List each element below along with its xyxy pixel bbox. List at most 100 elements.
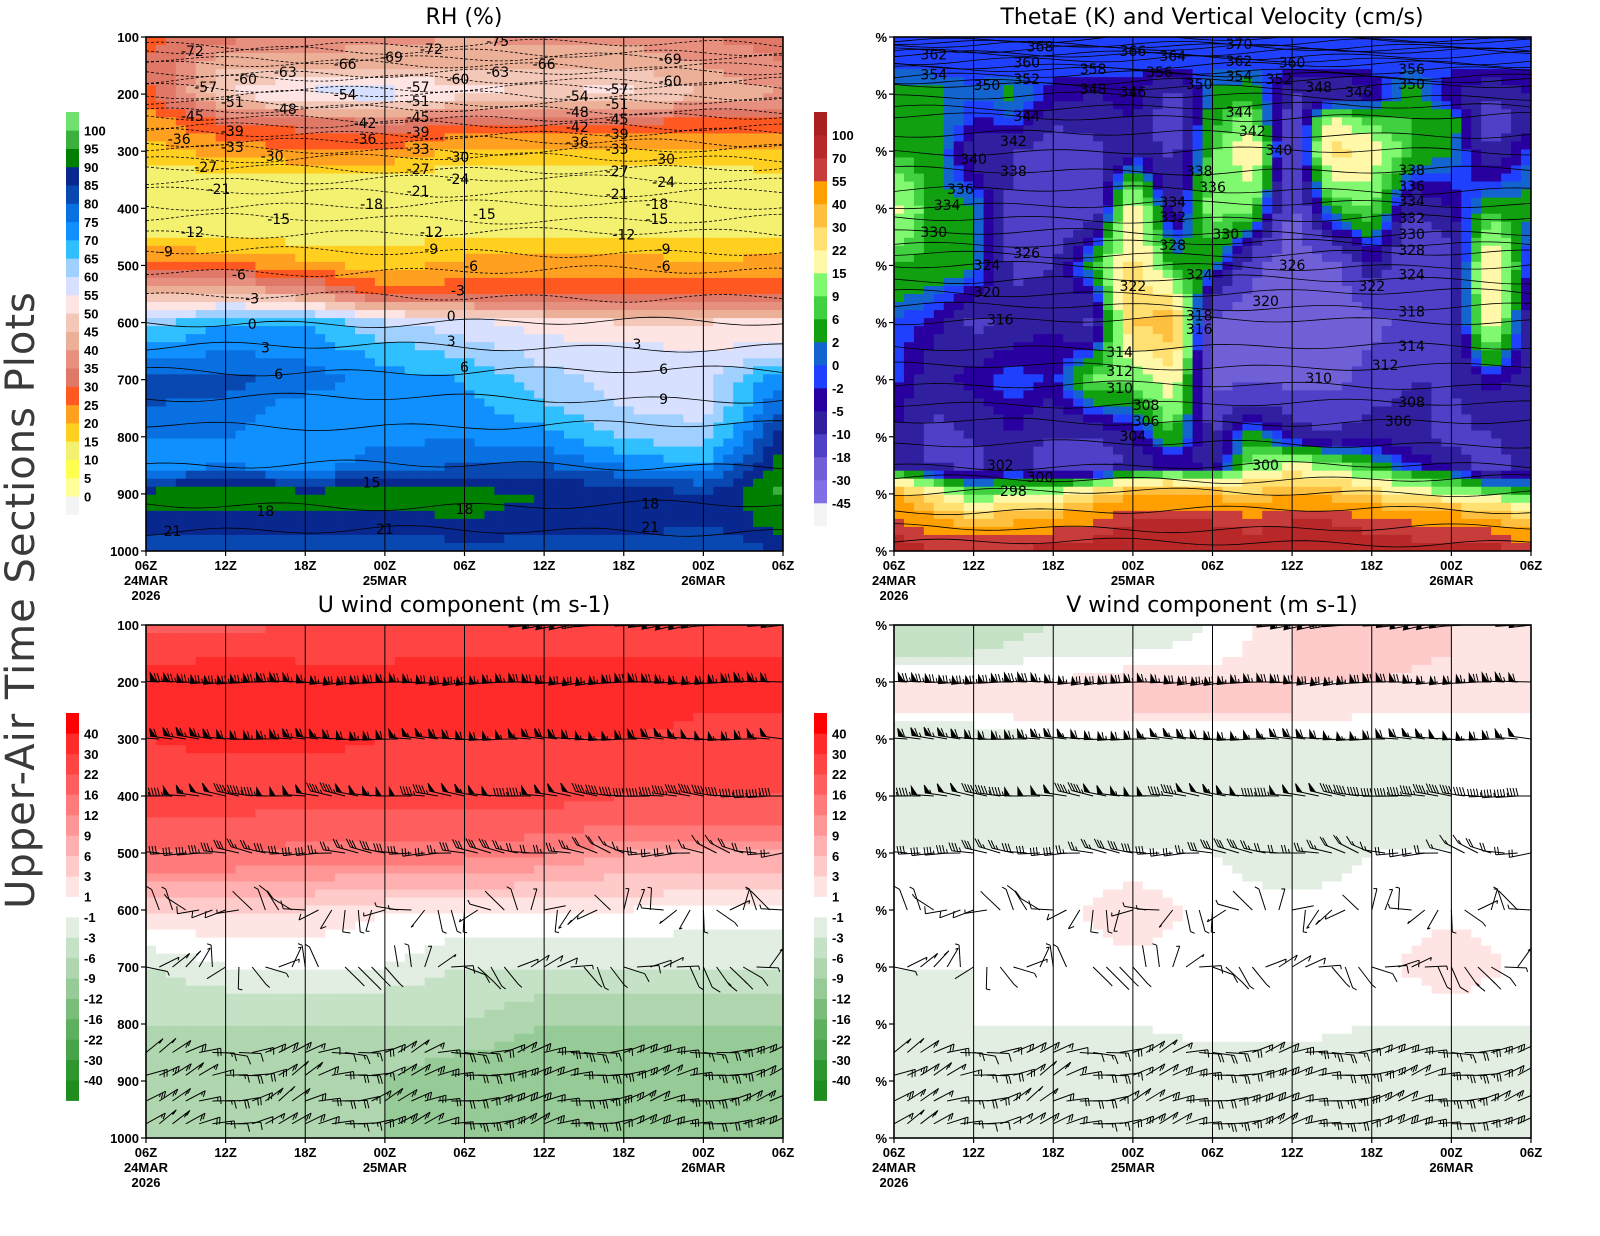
heatmap-cell	[464, 454, 476, 464]
heatmap-cell	[723, 229, 734, 239]
heatmap-cell	[255, 93, 267, 102]
heatmap-cell	[903, 318, 915, 327]
heatmap-cell	[583, 53, 595, 62]
heatmap-cell	[633, 542, 645, 551]
heatmap-cell	[434, 285, 446, 295]
heatmap-cell	[384, 205, 396, 215]
heatmap-cell	[743, 133, 754, 143]
heatmap-cell	[265, 310, 276, 319]
heatmap-cell	[454, 285, 466, 295]
heatmap-cell	[633, 318, 645, 327]
heatmap-cell	[315, 486, 326, 496]
heatmap-cell	[933, 422, 945, 432]
heatmap-cell	[146, 213, 157, 223]
heatmap-cell	[983, 446, 995, 456]
heatmap-cell	[933, 326, 945, 335]
heatmap-cell	[474, 117, 485, 126]
heatmap-cell	[753, 125, 764, 134]
heatmap-cell	[364, 454, 376, 464]
heatmap-cell	[653, 181, 665, 191]
heatmap-cell	[534, 93, 545, 102]
heatmap-cell	[683, 406, 695, 416]
heatmap-cell	[414, 334, 426, 343]
heatmap-cell	[434, 253, 446, 263]
heatmap-cell	[454, 125, 466, 134]
heatmap-cell	[933, 494, 945, 504]
heatmap-cell	[943, 117, 955, 126]
heatmap-cell	[454, 93, 466, 102]
heatmap-cell	[693, 213, 704, 223]
heatmap-cell	[633, 422, 645, 432]
contour-line	[146, 119, 783, 132]
heatmap-cell	[943, 414, 955, 424]
heatmap-cell	[973, 478, 985, 488]
heatmap-cell	[414, 422, 426, 432]
heatmap-cell	[504, 478, 515, 488]
heatmap-cell	[923, 77, 935, 86]
colorbar-label: 0	[84, 489, 91, 504]
y-tick-label: 800	[117, 430, 139, 445]
heatmap-cell	[295, 470, 306, 480]
heatmap-cell	[524, 462, 535, 472]
heatmap-cell	[384, 422, 396, 432]
rh-panel-title: RH (%)	[426, 5, 503, 30]
heatmap-cell	[753, 213, 764, 223]
heatmap-cell	[285, 294, 296, 303]
heatmap-cell	[235, 253, 247, 263]
heatmap-cell	[733, 294, 744, 303]
heatmap-cell	[265, 302, 276, 311]
heatmap-cell	[404, 237, 416, 247]
x-tick-date: 24MAR	[124, 573, 169, 588]
heatmap-cell	[146, 221, 157, 231]
heatmap-cell	[894, 318, 905, 327]
heatmap-cell	[265, 494, 276, 504]
heatmap-cell	[593, 285, 605, 295]
heatmap-cell	[444, 430, 456, 440]
heatmap-cell	[564, 302, 575, 311]
heatmap-cell	[454, 69, 466, 78]
heatmap-cell	[364, 526, 376, 536]
heatmap-cell	[374, 101, 386, 110]
heatmap-cell	[146, 526, 157, 536]
heatmap-cell	[454, 61, 466, 70]
heatmap-cell	[913, 69, 925, 78]
heatmap-cell	[743, 326, 754, 335]
heatmap-cell	[603, 133, 615, 143]
heatmap-cell	[993, 101, 1005, 110]
heatmap-cell	[703, 189, 714, 199]
heatmap-cell	[305, 237, 316, 247]
heatmap-cell	[613, 358, 625, 367]
heatmap-cell	[464, 494, 476, 504]
heatmap-cell	[325, 149, 336, 159]
heatmap-cell	[315, 269, 326, 279]
heatmap-cell	[524, 261, 535, 271]
heatmap-cell	[713, 478, 724, 488]
heatmap-cell	[963, 406, 975, 416]
heatmap-cell	[285, 189, 296, 199]
heatmap-cell	[524, 438, 535, 448]
heatmap-cell	[235, 502, 247, 512]
heatmap-cell	[923, 181, 935, 191]
heatmap-cell	[973, 374, 985, 383]
heatmap-cell	[504, 414, 515, 424]
heatmap-cell	[394, 61, 406, 70]
heatmap-cell	[484, 502, 495, 512]
heatmap-cell	[643, 422, 655, 432]
heatmap-cell	[573, 358, 585, 367]
heatmap-cell	[504, 285, 515, 295]
heatmap-cell	[295, 358, 306, 367]
heatmap-cell	[623, 438, 635, 448]
heatmap-cell	[593, 318, 605, 327]
heatmap-cell	[514, 478, 525, 488]
heatmap-cell	[933, 510, 945, 520]
heatmap-cell	[623, 45, 635, 54]
heatmap-cell	[613, 534, 625, 544]
heatmap-cell	[195, 189, 207, 199]
heatmap-cell	[643, 109, 655, 118]
heatmap-cell	[195, 173, 207, 183]
heatmap-cell	[355, 197, 366, 207]
heatmap-cell	[643, 117, 655, 126]
heatmap-cell	[773, 85, 783, 94]
x-tick-label: 18Z	[294, 558, 316, 573]
heatmap-cell	[165, 318, 177, 327]
